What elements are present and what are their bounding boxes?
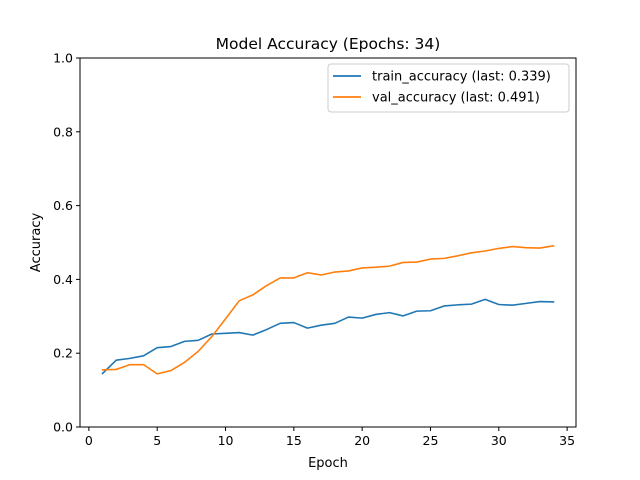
x-tick-label: 5 [153,433,161,448]
y-tick-label: 0.6 [53,198,73,213]
series-line-train-accuracy [101,298,555,375]
legend-label-val: val_accuracy (last: 0.491) [372,91,540,106]
y-tick-label: 0.2 [53,346,73,361]
y-axis-ticks: 0.0 0.2 0.4 0.6 0.8 1.0 [53,51,80,435]
x-tick-label: 10 [218,433,234,448]
y-tick-label: 1.0 [53,51,73,66]
x-tick-label: 0 [85,433,93,448]
x-axis-label: Epoch [308,456,348,471]
legend-label-train: train_accuracy (last: 0.339) [372,70,551,85]
y-axis-label: Accuracy [29,213,44,273]
x-axis-ticks: 0 5 10 15 20 25 30 35 [85,427,575,448]
chart-title: Model Accuracy (Epochs: 34) [216,35,441,53]
y-tick-label: 0.0 [53,420,73,435]
x-tick-label: 20 [354,433,370,448]
x-tick-label: 25 [423,433,439,448]
series-line-val-accuracy [101,244,555,375]
plot-frame [79,57,577,428]
legend-box [327,63,570,113]
series-lines [101,244,555,375]
legend: train_accuracy (last: 0.339) val_accurac… [327,63,570,113]
x-tick-label: 30 [491,433,507,448]
y-tick-label: 0.8 [53,124,73,139]
x-tick-label: 15 [286,433,302,448]
x-tick-label: 35 [559,433,575,448]
y-tick-label: 0.4 [53,272,73,287]
